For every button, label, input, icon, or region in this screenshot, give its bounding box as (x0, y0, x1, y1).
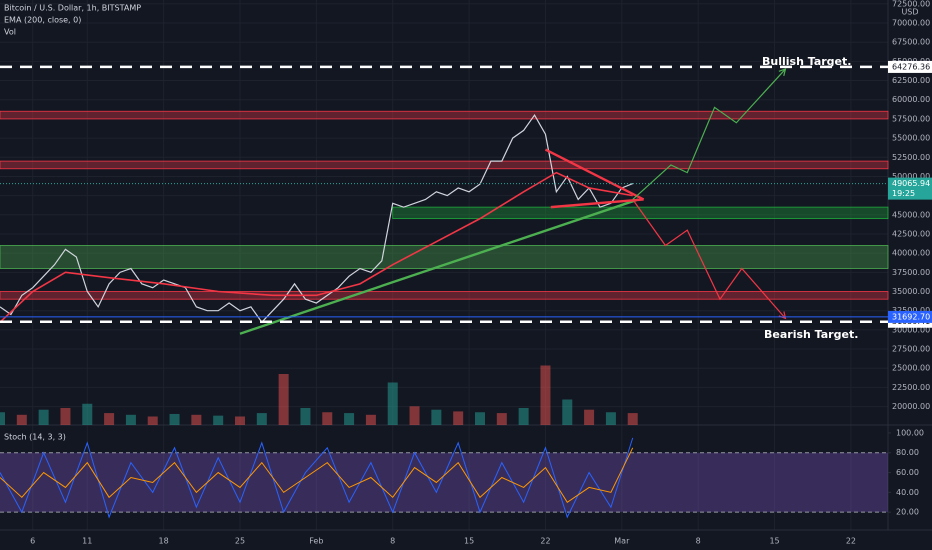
y-tick-label: 70000.00 (892, 19, 930, 28)
y-tick-label: 40.00 (896, 488, 919, 497)
y-tick-label: 40000.00 (892, 249, 930, 258)
trendline (239, 198, 639, 335)
last-price-box (888, 177, 932, 200)
volume-bar (104, 413, 115, 425)
volume-bar (431, 409, 442, 425)
vol-legend: Vol (4, 28, 16, 37)
volume-bar (235, 416, 245, 425)
zone (0, 245, 889, 269)
annotation: Bearish Target. (764, 328, 858, 341)
y-tick-label: 60000.00 (892, 95, 930, 104)
volume-bar (453, 411, 464, 425)
y-tick-label: 55000.00 (892, 134, 930, 143)
x-tick-label: 6 (30, 537, 35, 546)
volume-bar (256, 413, 267, 425)
zone (392, 206, 889, 220)
price-line (0, 113, 633, 324)
y-tick-label: 60.00 (896, 468, 919, 477)
volume-bar (169, 413, 180, 425)
zone (0, 291, 889, 300)
volume-bar (365, 414, 376, 425)
y-tick-label: 67500.00 (892, 38, 930, 47)
level-box (888, 310, 932, 323)
volume-bar (387, 382, 398, 425)
x-tick-label: 22 (846, 537, 856, 546)
volume-bar (0, 412, 5, 425)
volume-bar (344, 413, 355, 425)
y-tick-label: 72500.00 (892, 0, 930, 8)
volume-bar (60, 408, 71, 425)
ema-legend: EMA (200, close, 0) (4, 16, 81, 25)
x-tick-label: 11 (82, 537, 92, 546)
y-tick-label: 57500.00 (892, 114, 930, 123)
arrow-head (778, 68, 787, 76)
y-tick-label: 32500.00 (892, 306, 930, 315)
volume-bar (125, 414, 136, 425)
y-tick-label: 37500.00 (892, 268, 930, 277)
x-tick-label: 18 (159, 537, 169, 546)
y-tick-label: 62500.00 (892, 76, 930, 85)
x-tick-label: 25 (235, 537, 245, 546)
projection (632, 199, 786, 319)
volume-bar (562, 399, 573, 425)
y-tick-label: 25000.00 (892, 364, 930, 373)
x-tick-label: 8 (696, 537, 701, 546)
volume-bar (540, 365, 551, 425)
y-tick-label: 45000.00 (892, 210, 930, 219)
x-tick-label: 22 (540, 537, 550, 546)
y-tick-label: 35000.00 (892, 287, 930, 296)
axis-unit: USD (901, 8, 918, 17)
y-tick-label: 52500.00 (892, 153, 930, 162)
volume-bar (38, 409, 49, 425)
volume-bar (518, 408, 529, 425)
y-tick-label: 50000.00 (892, 172, 930, 181)
countdown-label: 19:25 (892, 189, 915, 198)
x-tick-label: 15 (464, 537, 474, 546)
trendline (544, 148, 645, 201)
volume-bar (322, 412, 333, 425)
volume-bar (584, 409, 595, 425)
zone (0, 160, 889, 170)
x-tick-label: 8 (390, 537, 395, 546)
volume-bar (475, 412, 485, 425)
x-tick-label: Feb (309, 537, 323, 546)
volume-bar (16, 414, 27, 425)
volume-bar (300, 408, 311, 425)
projection (632, 68, 786, 200)
volume-bar (496, 413, 507, 425)
y-tick-label: 20000.00 (892, 402, 930, 411)
y-tick-label: 42500.00 (892, 229, 930, 238)
trendline (550, 198, 644, 209)
volume-bar (191, 414, 202, 425)
volume-bar (605, 412, 616, 425)
y-tick-label: 22500.00 (892, 383, 930, 392)
y-tick-label: 27500.00 (892, 345, 930, 354)
zone (0, 110, 889, 120)
y-tick-label: 80.00 (896, 448, 919, 457)
stoch-line (0, 447, 634, 503)
y-tick-label: 100.00 (896, 428, 924, 437)
ema-line (0, 171, 633, 323)
volume-bar (627, 413, 638, 425)
y-tick-label: 30000.00 (892, 325, 930, 334)
y-tick-label: 20.00 (896, 508, 919, 517)
stoch-band (0, 452, 888, 513)
volume-bar (82, 403, 93, 425)
volume-bar (147, 416, 158, 425)
stoch-line (0, 437, 634, 519)
level-label: 64276.36 (892, 62, 930, 71)
volume-bar (409, 406, 420, 425)
annotation: Bullish Target. (762, 55, 851, 68)
stoch-legend: Stoch (14, 3, 3) (4, 433, 66, 442)
x-tick-label: 15 (769, 537, 779, 546)
symbol-title: Bitcoin / U.S. Dollar, 1h, BITSTAMP (4, 4, 141, 13)
volume-bar (213, 415, 224, 425)
level-box (888, 60, 932, 73)
level-label: 31692.70 (892, 312, 930, 321)
volume-bar (278, 374, 289, 425)
x-tick-label: Mar (614, 537, 630, 546)
last-price-label: 49065.94 (892, 179, 930, 188)
